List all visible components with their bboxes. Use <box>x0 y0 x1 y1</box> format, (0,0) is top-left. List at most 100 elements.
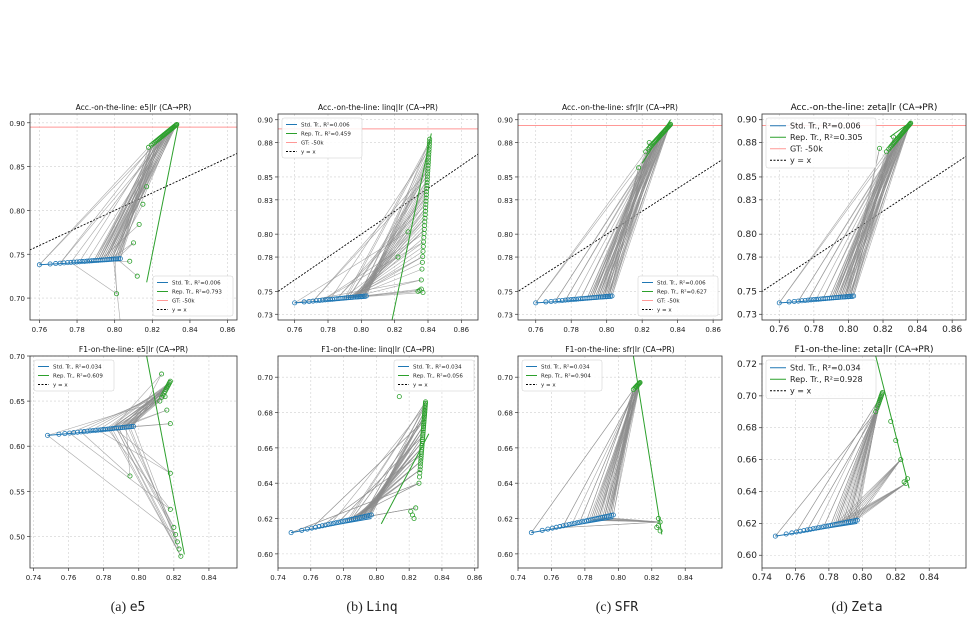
link-line <box>842 459 902 524</box>
rep-point <box>420 248 426 254</box>
std-fit-line <box>775 522 858 537</box>
link-line <box>531 389 634 533</box>
link-line <box>291 482 420 533</box>
legend-label: y = x <box>172 307 187 313</box>
y-tick-label: 0.66 <box>737 456 757 466</box>
rep-fit-line <box>380 433 430 525</box>
rep-point <box>423 205 429 211</box>
y-tick-label: 0.70 <box>737 392 757 402</box>
y-tick-label: 0.73 <box>497 311 513 319</box>
link-line <box>118 387 168 429</box>
link-line <box>39 147 149 265</box>
link-line <box>611 125 670 297</box>
link-line <box>848 123 911 297</box>
link-line <box>840 135 901 298</box>
std-point <box>325 522 331 528</box>
std-point <box>117 256 123 262</box>
x-tick-label: 0.86 <box>454 326 470 334</box>
link-line <box>338 435 424 523</box>
x-tick-label: 0.82 <box>166 574 182 582</box>
link-line <box>99 139 159 261</box>
x-tick-label: 0.78 <box>563 326 579 334</box>
figure: 0.76 0.78 0.80 0.82 0.84 0.86 0.70 0.75 0.80 0.85… <box>9 103 967 583</box>
caption-letter: (c) <box>595 600 612 615</box>
axes-frame <box>517 113 723 321</box>
legend-label: Rep. Tr., R²=0.056 <box>413 372 463 379</box>
std-point <box>590 295 596 301</box>
x-tick-label: 0.86 <box>942 325 962 335</box>
rep-point <box>422 215 428 221</box>
rep-point <box>421 421 427 427</box>
std-point <box>125 424 131 430</box>
std-point <box>802 297 808 303</box>
legend-label: Std. Tr., R²=0.006 <box>301 121 350 128</box>
link-line <box>847 133 903 297</box>
std-point <box>36 262 42 268</box>
link-line <box>604 389 634 517</box>
link-line <box>118 139 159 259</box>
std-point <box>313 524 319 530</box>
chart-panel: 0.74 0.76 0.78 0.80 0.82 0.84 0.86 0.60 0.62 0.64… <box>257 345 483 582</box>
std-point <box>81 429 87 435</box>
std-point <box>844 519 850 525</box>
link-line <box>79 140 158 262</box>
rep-point <box>174 539 180 545</box>
std-point <box>577 519 583 525</box>
legend-label: y = x <box>790 387 812 396</box>
rep-point <box>396 394 402 400</box>
rep-point <box>423 192 429 198</box>
std-point <box>87 428 93 434</box>
std-point <box>325 297 331 303</box>
x-tick-label: 0.76 <box>528 326 544 334</box>
std-point <box>847 519 853 525</box>
x-tick-label: 0.78 <box>96 574 112 582</box>
y-tick-label: 0.90 <box>737 116 757 126</box>
caption-name: Zeta <box>851 600 883 615</box>
link-line <box>358 146 430 297</box>
rep-point <box>657 528 663 534</box>
y-tick-label: 0.72 <box>737 360 757 370</box>
link-line <box>129 383 170 427</box>
std-point <box>322 297 328 303</box>
std-point <box>562 297 568 303</box>
rep-point <box>420 426 426 432</box>
diagonal-line <box>278 153 478 292</box>
rep-point <box>421 414 427 420</box>
std-point <box>592 295 598 301</box>
y-tick-label: 0.70 <box>9 353 25 361</box>
std-point <box>78 429 84 435</box>
link-line <box>359 182 428 297</box>
link-line <box>555 129 666 302</box>
std-point <box>317 297 323 303</box>
std-point <box>74 429 80 435</box>
y-tick-label: 0.68 <box>497 410 513 418</box>
y-tick-label: 0.68 <box>737 424 757 434</box>
std-point <box>129 424 135 430</box>
link-line <box>838 138 899 298</box>
link-line <box>853 395 882 521</box>
rep-point <box>420 244 426 250</box>
plot-area <box>45 356 185 559</box>
std-point <box>594 294 600 300</box>
axes-frame <box>761 355 967 569</box>
link-line <box>351 420 425 520</box>
link-line <box>840 483 906 524</box>
legend-label: Rep. Tr., R²=0.627 <box>657 288 707 295</box>
x-tick-label: 0.80 <box>611 574 627 582</box>
plot-area <box>772 356 910 539</box>
y-tick-label: 0.66 <box>257 445 273 453</box>
x-tick-label: 0.84 <box>919 573 939 583</box>
link-line <box>851 134 902 297</box>
std-point <box>566 522 572 528</box>
rep-point <box>167 421 173 427</box>
link-line <box>109 428 182 557</box>
x-tick-label: 0.80 <box>852 573 872 583</box>
rep-point <box>907 121 913 127</box>
x-tick-label: 0.80 <box>599 326 615 334</box>
rep-point <box>426 154 432 160</box>
link-line <box>367 435 424 516</box>
std-point <box>573 296 579 302</box>
link-line <box>80 431 131 477</box>
std-point <box>320 297 326 303</box>
std-point <box>112 256 118 262</box>
